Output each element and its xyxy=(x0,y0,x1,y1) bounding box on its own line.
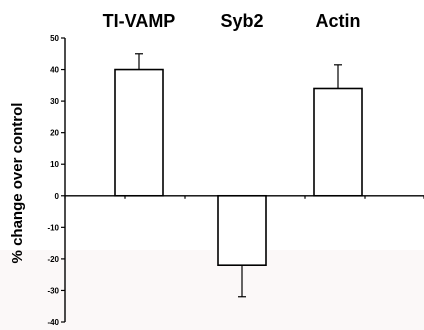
y-tick-label: -20 xyxy=(47,255,59,264)
y-axis-label: % change over control xyxy=(9,103,26,264)
y-tick-label: 10 xyxy=(50,160,59,169)
bar-actin xyxy=(313,87,363,197)
y-tick-label: -10 xyxy=(47,223,59,232)
bar-syb2 xyxy=(217,194,267,266)
y-tick-label: -40 xyxy=(47,318,59,327)
category-label: TI-VAMP xyxy=(103,11,176,31)
y-tick-label: 50 xyxy=(50,34,59,43)
bar-ti-vamp xyxy=(114,68,164,197)
chart-background-lower xyxy=(0,250,424,330)
y-tick-label: -30 xyxy=(47,286,59,295)
category-label: Actin xyxy=(316,11,361,31)
category-labels: TI-VAMP Syb2 Actin xyxy=(103,11,361,31)
y-tick-label: 40 xyxy=(50,66,59,75)
y-tick-label: 0 xyxy=(55,192,60,201)
y-tick-label: 20 xyxy=(50,129,59,138)
bars-group xyxy=(114,53,363,298)
y-tick-label: 30 xyxy=(50,97,59,106)
category-label: Syb2 xyxy=(220,11,263,31)
